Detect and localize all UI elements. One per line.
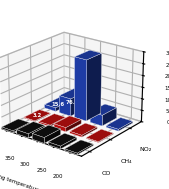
- X-axis label: Operating temperature (°C): Operating temperature (°C): [0, 167, 52, 189]
